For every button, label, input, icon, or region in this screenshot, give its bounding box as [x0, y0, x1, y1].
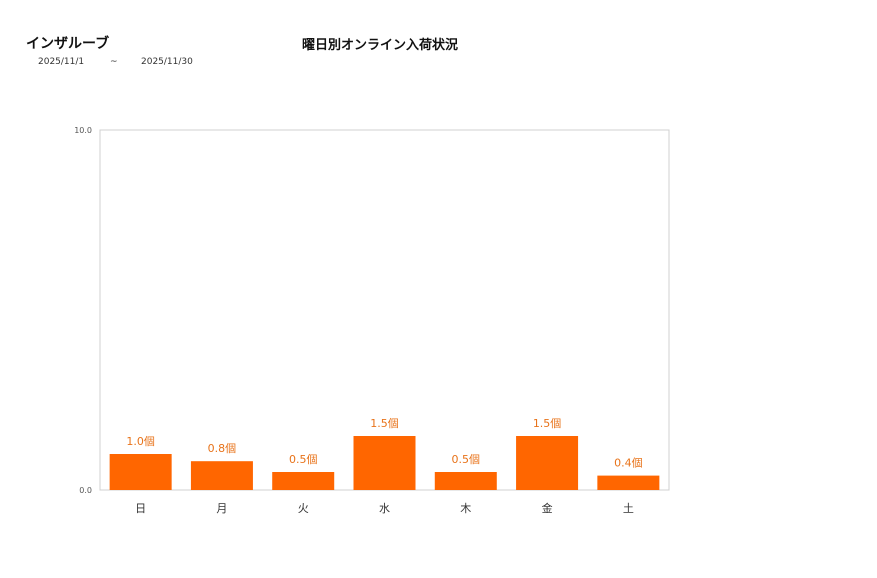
bar-4 — [434, 472, 497, 490]
group-name: インザルーブ — [26, 36, 110, 52]
date-from: 2025/11/1 — [38, 57, 85, 67]
data-label-2: 0.5個 — [289, 453, 318, 466]
date-separator: ~ — [110, 57, 118, 67]
x-tick-label-5: 金 — [542, 501, 553, 515]
bar-5 — [516, 436, 579, 490]
y-tick-max: 10.0 — [74, 126, 92, 135]
x-tick-label-0: 日 — [135, 502, 146, 515]
bar-2 — [272, 472, 335, 490]
y-tick-min: 0.0 — [79, 486, 92, 495]
x-tick-label-4: 木 — [460, 502, 471, 515]
data-label-0: 1.0個 — [126, 435, 155, 448]
data-label-6: 0.4個 — [614, 457, 643, 470]
x-tick-label-2: 火 — [298, 502, 309, 515]
x-tick-label-1: 月 — [216, 502, 227, 515]
data-label-4: 0.5個 — [452, 453, 481, 466]
bar-1 — [190, 461, 253, 490]
x-tick-label-6: 土 — [623, 502, 634, 515]
bar-6 — [597, 475, 660, 490]
data-label-3: 1.5個 — [370, 417, 399, 430]
data-label-1: 0.8個 — [208, 442, 237, 455]
bar-3 — [353, 436, 416, 490]
x-tick-label-3: 水 — [379, 502, 390, 515]
chart-title: 曜日別オンライン入荷状況 — [301, 38, 458, 53]
date-to: 2025/11/30 — [141, 57, 193, 67]
data-label-5: 1.5個 — [533, 417, 562, 430]
bar-0 — [109, 454, 172, 490]
